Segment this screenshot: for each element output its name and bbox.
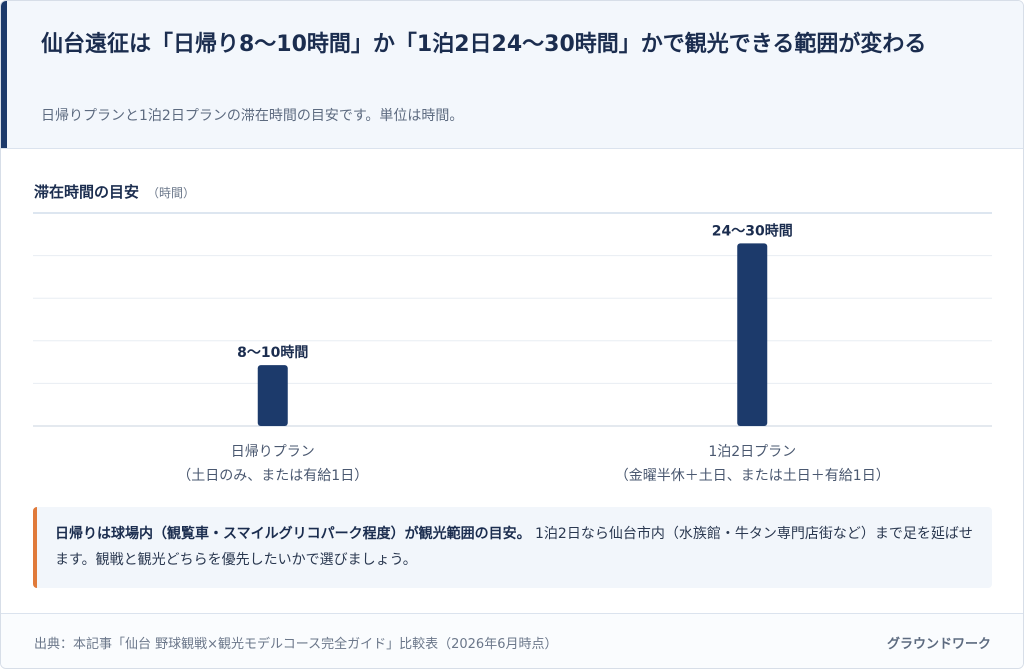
chart-heading: 滞在時間の目安 （時間） [34,181,195,202]
header-accent-bar [1,1,7,148]
header: 仙台遠征は「日帰り8〜10時間」か「1泊2日24〜30時間」かで観光できる範囲が… [1,1,1023,149]
brand-name: グラウンドワーク [886,637,991,652]
note-accent-bar [33,507,37,588]
x-tick-label: （金曜半休＋土日、または土日＋有給1日） [615,468,890,484]
chart-heading-label: 滞在時間の目安 [34,183,140,201]
note-box: 日帰りは球場内（観覧車・スマイルグリコパーク程度）が観光範囲の目安。 1泊2日な… [33,507,992,588]
chart-heading-unit: （時間） [147,186,196,200]
bar [257,365,288,426]
page-title: 仙台遠征は「日帰り8〜10時間」か「1泊2日24〜30時間」かで観光できる範囲が… [41,32,927,57]
note-text: 日帰りは球場内（観覧車・スマイルグリコパーク程度）が観光範囲の目安。 1泊2日な… [55,521,975,573]
bar [737,243,768,426]
x-tick-label: （土日のみ、または有給1日） [177,468,368,484]
data-label: 8〜10時間 [237,344,308,361]
footer: 出典：本記事「仙台 野球観戦×観光モデルコース完全ガイド」比較表（2026年6月… [1,613,1023,668]
page-subtitle: 日帰りプランと1泊2日プランの滞在時間の目安です。単位は時間。 [41,108,464,124]
note-lead: 日帰りは球場内（観覧車・スマイルグリコパーク程度）が観光範囲の目安。 [55,526,531,542]
source-text: 出典：本記事「仙台 野球観戦×観光モデルコース完全ガイド」比較表（2026年6月… [34,637,558,652]
x-tick-label: 日帰りプラン [231,443,315,460]
x-tick-label: 1泊2日プラン [708,444,796,460]
data-label: 24〜30時間 [712,222,793,239]
note-body: 1泊2日なら仙台市内（水族館・牛タン専門店街など）まで足を延ばせます。観戦と観光… [55,526,973,568]
